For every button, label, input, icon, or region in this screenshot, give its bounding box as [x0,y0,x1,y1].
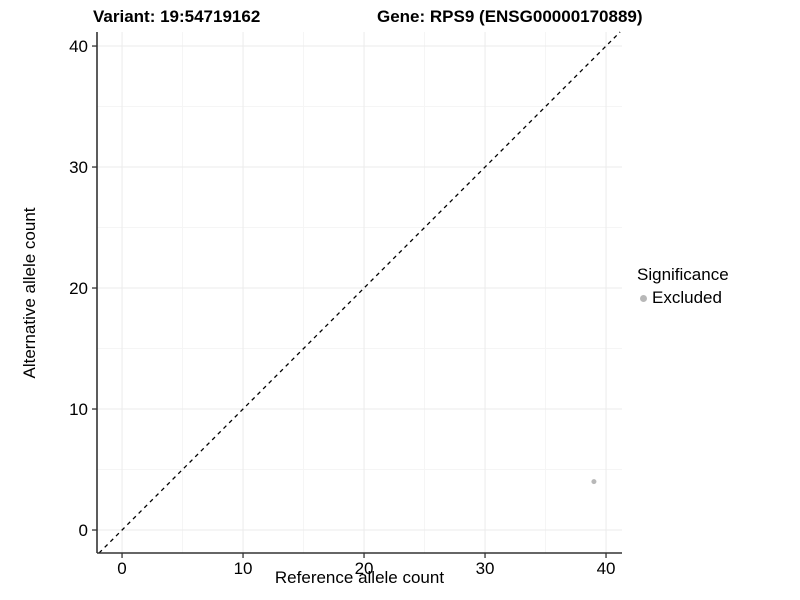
plot-title-gene: Gene: RPS9 (ENSG00000170889) [377,7,643,26]
y-tick-label: 0 [79,521,88,540]
legend-item-excluded: Excluded [637,288,729,308]
x-axis-title: Reference allele count [274,568,445,587]
y-tick-label: 20 [69,279,88,298]
legend-title: Significance [637,265,729,284]
legend-item-label: Excluded [652,288,722,307]
x-tick-label: 10 [234,559,253,578]
legend: Significance Excluded [637,265,729,308]
data-point [591,479,597,485]
y-tick-label: 40 [69,37,88,56]
y-tick-label: 30 [69,158,88,177]
legend-point-icon [640,294,647,302]
identity-line [98,31,621,554]
x-tick-label: 30 [476,559,495,578]
plot-title-variant: Variant: 19:54719162 [93,7,261,26]
y-tick-label: 10 [69,400,88,419]
x-tick-label: 40 [597,559,616,578]
x-tick-label: 0 [117,559,126,578]
x-tick-label: 20 [355,559,374,578]
y-axis-title: Alternative allele count [20,207,39,379]
